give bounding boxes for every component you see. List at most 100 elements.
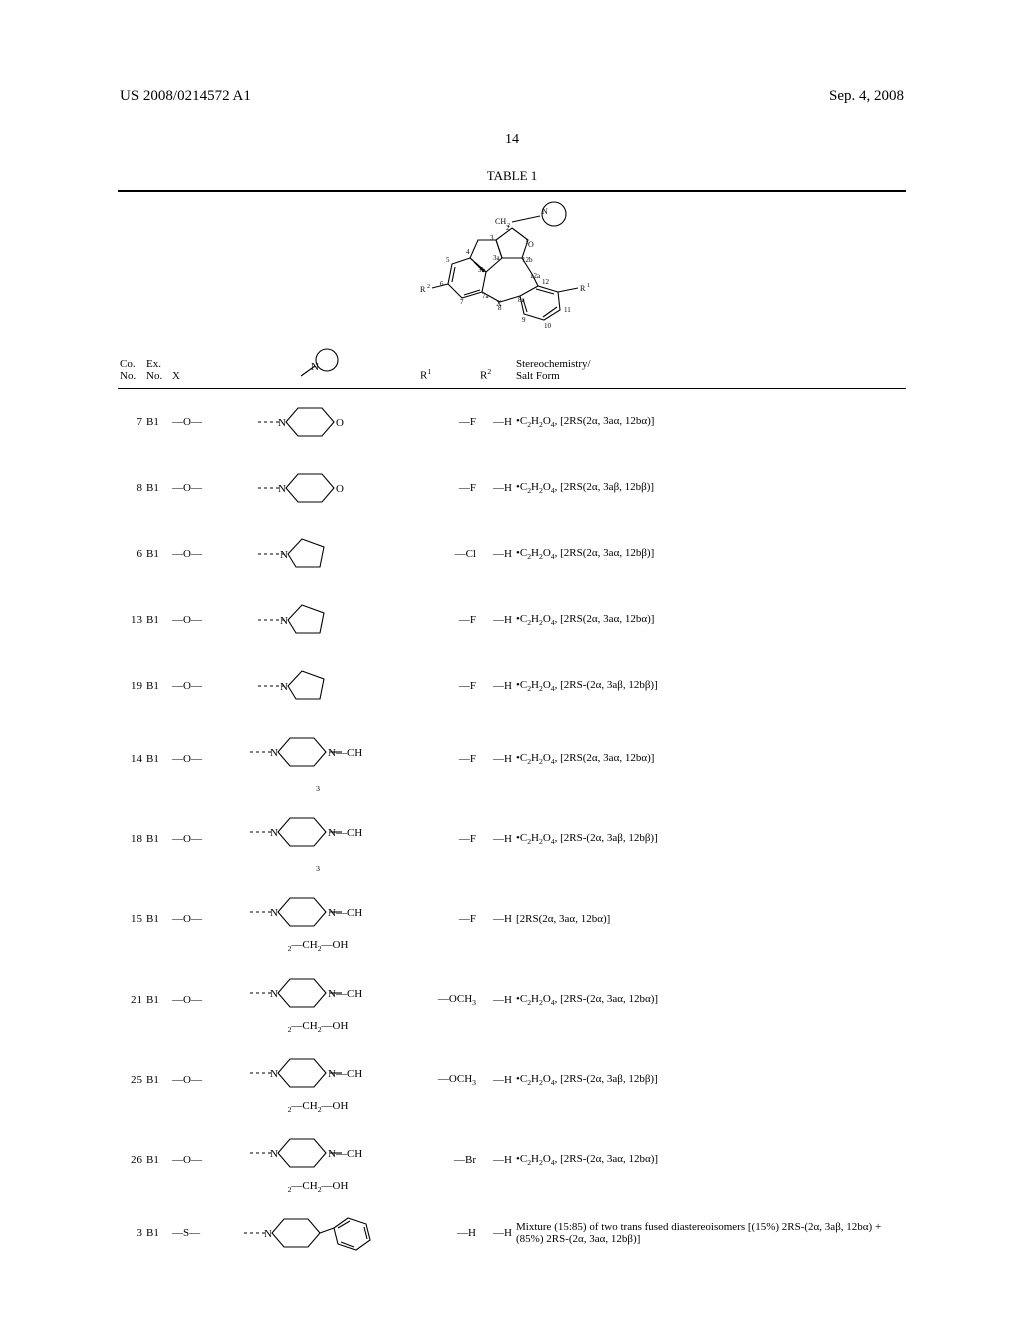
svg-text:N: N xyxy=(311,361,319,373)
svg-text:O: O xyxy=(336,417,344,429)
cell-n-fragment: N N—CH2—CH2—OH xyxy=(218,960,418,1040)
cell-ex-no: B1 xyxy=(144,389,170,456)
svg-text:N: N xyxy=(542,207,548,216)
cell-ex-no: B1 xyxy=(144,1200,170,1266)
cell-n-fragment: N xyxy=(218,521,418,587)
cell-r2: —H xyxy=(478,455,514,521)
core-structure-diagram: CH2 N 1 2 3 3a 12b 3b 4 5 6 7 7a 8 8a 9 … xyxy=(382,200,642,340)
cell-ex-no: B1 xyxy=(144,587,170,653)
cell-ex-no: B1 xyxy=(144,719,170,799)
svg-text:10: 10 xyxy=(544,322,552,330)
svg-text:N—CH: N—CH xyxy=(328,1148,362,1160)
cell-ex-no: B1 xyxy=(144,653,170,719)
cell-n-fragment: N xyxy=(218,587,418,653)
cell-n-fragment: N O xyxy=(218,389,418,456)
cell-x: —S— xyxy=(170,1200,218,1266)
cell-r1: —F xyxy=(418,879,478,959)
cell-salt-form: •C2H2O4, [2RS-(2α, 3aα, 12bα)] xyxy=(514,1120,906,1200)
svg-text:9: 9 xyxy=(522,316,526,324)
svg-text:N: N xyxy=(270,1148,278,1160)
cell-r1: —F xyxy=(418,799,478,879)
col-header-ex-no: Ex.No. xyxy=(144,344,170,389)
publication-number: US 2008/0214572 A1 xyxy=(120,88,251,105)
cell-co-no: 21 xyxy=(118,960,144,1040)
cell-x: —O— xyxy=(170,1040,218,1120)
cell-salt-form: •C2H2O4, [2RS(2α, 3aα, 12bβ)] xyxy=(514,521,906,587)
cell-salt-form: •C2H2O4, [2RS(2α, 3aα, 12bα)] xyxy=(514,719,906,799)
svg-text:O: O xyxy=(528,240,534,249)
svg-text:7: 7 xyxy=(460,298,464,306)
svg-text:N: N xyxy=(270,988,278,1000)
svg-text:N: N xyxy=(270,1068,278,1080)
svg-text:6: 6 xyxy=(440,280,444,288)
cell-r1: —OCH3 xyxy=(418,960,478,1040)
cell-co-no: 7 xyxy=(118,389,144,456)
cell-salt-form: [2RS(2α, 3aα, 12bα)] xyxy=(514,879,906,959)
cell-n-fragment: N N—CH3 xyxy=(218,799,418,879)
col-header-salt: Stereochemistry/Salt Form xyxy=(514,344,906,389)
table-row: 8 B1 —O— N O —F —H •C2H2O4, [2RS(2α, 3aβ… xyxy=(118,455,906,521)
cell-co-no: 6 xyxy=(118,521,144,587)
svg-text:N: N xyxy=(270,907,278,919)
svg-text:12a: 12a xyxy=(530,272,541,280)
cell-ex-no: B1 xyxy=(144,879,170,959)
svg-text:12: 12 xyxy=(542,278,550,286)
compound-table: Co.No. Ex.No. X N R1 R2 Stereochemistry/… xyxy=(118,344,906,1266)
svg-text:2: 2 xyxy=(427,284,430,290)
cell-r1: —OCH3 xyxy=(418,1040,478,1120)
table-row: 15 B1 —O— N N—CH2—CH2—OH —F —H [2RS(2α, … xyxy=(118,879,906,959)
page-number: 14 xyxy=(0,132,1024,148)
table-row: 25 B1 —O— N N—CH2—CH2—OH —OCH3 —H •C2H2O… xyxy=(118,1040,906,1120)
cell-x: —O— xyxy=(170,455,218,521)
cell-r1: —F xyxy=(418,587,478,653)
cell-x: —O— xyxy=(170,799,218,879)
cell-r2: —H xyxy=(478,879,514,959)
cell-ex-no: B1 xyxy=(144,1040,170,1120)
svg-text:4: 4 xyxy=(466,248,470,256)
cell-r1: —F xyxy=(418,455,478,521)
cell-salt-form: •C2H2O4, [2RS(2α, 3aβ, 12bβ)] xyxy=(514,455,906,521)
cell-salt-form: •C2H2O4, [2RS-(2α, 3aβ, 12bβ)] xyxy=(514,799,906,879)
cell-r1: —Br xyxy=(418,1120,478,1200)
cell-x: —O— xyxy=(170,960,218,1040)
cell-r1: —F xyxy=(418,389,478,456)
table-row: 21 B1 —O— N N—CH2—CH2—OH —OCH3 —H •C2H2O… xyxy=(118,960,906,1040)
cell-r1: —H xyxy=(418,1200,478,1266)
table-row: 7 B1 —O— N O —F —H •C2H2O4, [2RS(2α, 3aα… xyxy=(118,389,906,456)
table-row: 19 B1 —O— N —F —H •C2H2O4, [2RS-(2α, 3aβ… xyxy=(118,653,906,719)
cell-ex-no: B1 xyxy=(144,960,170,1040)
svg-text:X: X xyxy=(496,299,502,308)
cell-co-no: 3 xyxy=(118,1200,144,1266)
svg-text:11: 11 xyxy=(564,306,571,314)
cell-salt-form: •C2H2O4, [2RS-(2α, 3aβ, 12bβ)] xyxy=(514,1040,906,1120)
svg-text:N—CH: N—CH xyxy=(328,747,362,759)
cell-r2: —H xyxy=(478,719,514,799)
cell-co-no: 19 xyxy=(118,653,144,719)
cell-co-no: 13 xyxy=(118,587,144,653)
svg-text:N: N xyxy=(280,615,288,627)
cell-x: —O— xyxy=(170,389,218,456)
svg-text:1: 1 xyxy=(587,283,590,289)
cell-x: —O— xyxy=(170,879,218,959)
cell-x: —O— xyxy=(170,521,218,587)
svg-text:O: O xyxy=(336,483,344,495)
cell-co-no: 14 xyxy=(118,719,144,799)
cell-salt-form: Mixture (15:85) of two trans fused diast… xyxy=(514,1200,906,1266)
cell-r2: —H xyxy=(478,960,514,1040)
svg-text:N: N xyxy=(264,1228,272,1240)
table-row: 18 B1 —O— N N—CH3 —F —H •C2H2O4, [2RS-(2… xyxy=(118,799,906,879)
svg-text:N—CH: N—CH xyxy=(328,1068,362,1080)
col-header-r1: R1 xyxy=(418,344,478,389)
svg-text:N: N xyxy=(280,681,288,693)
svg-text:N—CH: N—CH xyxy=(328,988,362,1000)
cell-r2: —H xyxy=(478,1120,514,1200)
cell-r2: —H xyxy=(478,653,514,719)
table-row: 6 B1 —O— N —Cl —H •C2H2O4, [2RS(2α, 3aα,… xyxy=(118,521,906,587)
cell-co-no: 8 xyxy=(118,455,144,521)
cell-co-no: 26 xyxy=(118,1120,144,1200)
cell-r2: —H xyxy=(478,587,514,653)
cell-x: —O— xyxy=(170,719,218,799)
cell-salt-form: •C2H2O4, [2RS(2α, 3aα, 12bα)] xyxy=(514,389,906,456)
svg-text:N: N xyxy=(270,747,278,759)
cell-ex-no: B1 xyxy=(144,799,170,879)
